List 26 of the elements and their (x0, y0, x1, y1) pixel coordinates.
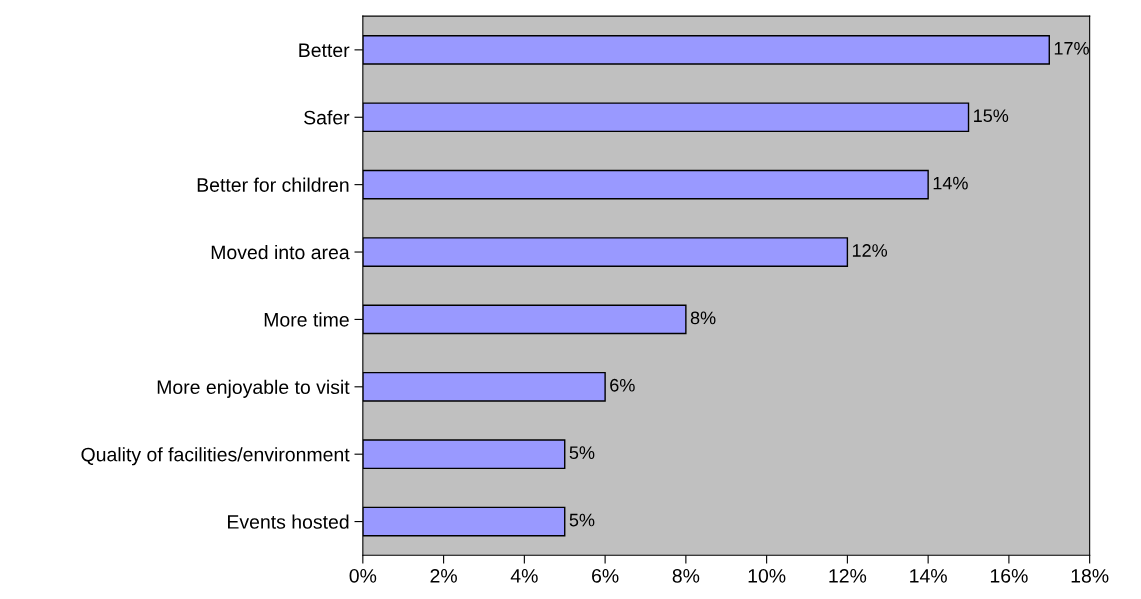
x-tick-label: 6% (592, 568, 619, 583)
x-tick-label: 18% (1071, 568, 1109, 583)
x-tick-label: 14% (910, 569, 947, 583)
data-label: 8% (690, 311, 716, 325)
x-tick-label: 8% (672, 568, 700, 583)
data-label: 17% (1054, 42, 1089, 55)
data-label: 14% (933, 176, 968, 190)
x-tick-label: 10% (748, 568, 786, 583)
x-tick-label: 0% (349, 568, 377, 583)
data-label: 6% (610, 378, 635, 392)
y-tick-label: Quality of facilities/environment (81, 447, 350, 466)
x-tick-label: 12% (829, 568, 867, 583)
x-tick-label: 16% (990, 568, 1028, 583)
y-tick-label: More enjoyable to visit (157, 379, 350, 398)
x-tick-label: 4% (510, 569, 538, 583)
y-tick-label: Better for children (197, 177, 349, 192)
x-tick-label: 2% (430, 568, 457, 583)
y-tick-label: Better (299, 43, 350, 58)
data-label: 5% (569, 446, 595, 460)
y-tick-label: Safer (304, 110, 350, 125)
data-label: 12% (852, 244, 888, 257)
y-tick-label: More time (264, 312, 349, 327)
data-label: 15% (974, 109, 1009, 123)
data-label: 5% (569, 513, 595, 527)
y-tick-label: Moved into area (211, 244, 350, 260)
y-tick-label: Events hosted (228, 514, 349, 529)
